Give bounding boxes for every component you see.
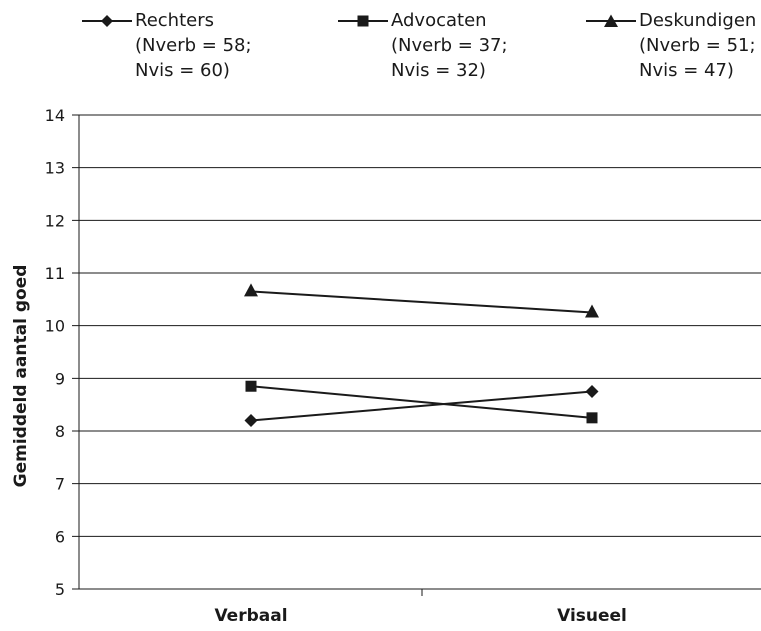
y-tick-labels: 5 6 7 8 9 10 11 12 13 14 bbox=[45, 106, 65, 599]
y-tick-label-12: 12 bbox=[45, 211, 65, 230]
y-tick-label-13: 13 bbox=[45, 159, 65, 178]
y-tick-label-5: 5 bbox=[55, 580, 65, 599]
data-point-advocaten-verbaal bbox=[245, 380, 257, 392]
legend-item-rechters: Rechters (Nverb = 58; Nvis = 60) bbox=[80, 8, 270, 83]
series-group bbox=[244, 283, 599, 427]
legend-n-verb-advocaten: (Nverb = 37; bbox=[391, 35, 508, 56]
y-tick-label-6: 6 bbox=[55, 527, 65, 546]
y-tick-label-11: 11 bbox=[45, 264, 65, 283]
y-tick-label-7: 7 bbox=[55, 475, 65, 494]
y-tick-label-8: 8 bbox=[55, 422, 65, 441]
series-line-rechters bbox=[250, 390, 593, 422]
legend-label-rechters: Rechters bbox=[135, 10, 214, 31]
legend-label-advocaten: Advocaten bbox=[391, 10, 487, 31]
legend-item-advocaten: Advocaten (Nverb = 37; Nvis = 32) bbox=[336, 8, 536, 83]
series-line-advocaten bbox=[250, 385, 593, 419]
legend-n-verb-deskundigen: (Nverb = 51; bbox=[639, 35, 756, 56]
axes bbox=[78, 115, 761, 596]
x-tick-label-verbaal: Verbaal bbox=[214, 606, 287, 626]
legend-swatch-deskundigen bbox=[586, 14, 636, 27]
y-tick-label-9: 9 bbox=[55, 369, 65, 388]
y-tick-label-10: 10 bbox=[45, 317, 65, 336]
legend-label-deskundigen: Deskundigen bbox=[639, 10, 757, 31]
x-tick-labels: Verbaal Visueel bbox=[214, 606, 626, 626]
y-axis-label: Gemiddeld aantal goed bbox=[11, 265, 31, 488]
data-point-advocaten-visueel bbox=[586, 412, 598, 424]
legend-n-verb-rechters: (Nverb = 58; bbox=[135, 35, 252, 56]
y-tick-label-14: 14 bbox=[45, 106, 65, 125]
legend-swatch-advocaten bbox=[338, 15, 388, 27]
data-point-rechters-verbaal bbox=[244, 413, 258, 427]
x-tick-label-visueel: Visueel bbox=[557, 606, 627, 626]
series-line-deskundigen bbox=[250, 290, 593, 314]
legend-swatch-rechters bbox=[82, 15, 132, 27]
legend-n-vis-rechters: Nvis = 60) bbox=[135, 60, 230, 81]
legend-n-vis-advocaten: Nvis = 32) bbox=[391, 60, 486, 81]
data-point-deskundigen-verbaal bbox=[244, 283, 258, 297]
data-point-deskundigen-visueel bbox=[585, 304, 599, 318]
legend-n-vis-deskundigen: Nvis = 47) bbox=[639, 60, 734, 81]
legend-item-deskundigen: Deskundigen (Nverb = 51; Nvis = 47) bbox=[584, 8, 760, 83]
gridlines bbox=[72, 114, 761, 590]
data-point-rechters-visueel bbox=[585, 385, 599, 398]
